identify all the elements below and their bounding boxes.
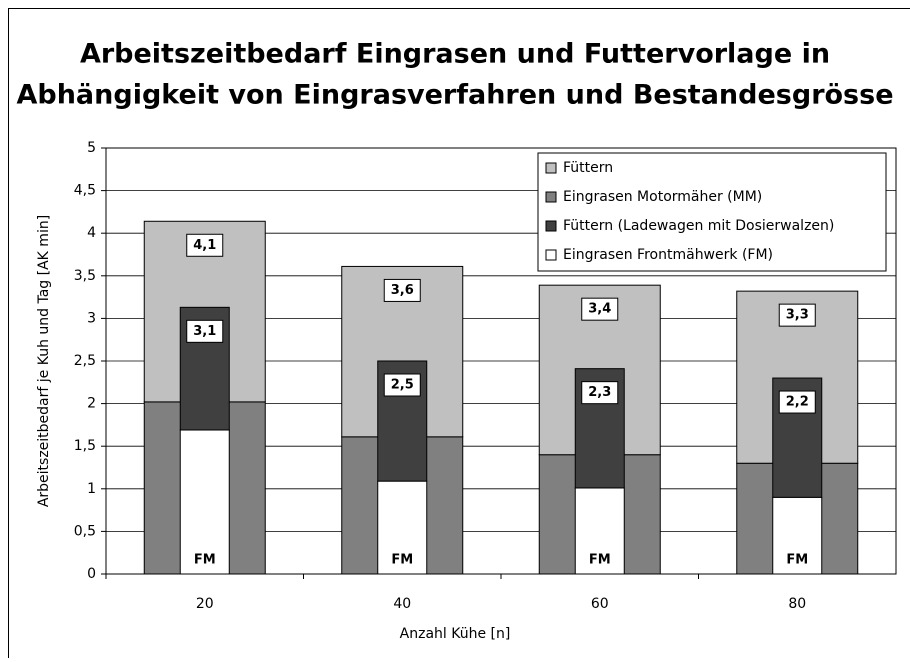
legend-swatch <box>546 250 556 260</box>
bar-label: FM <box>194 553 216 568</box>
y-tick-label: 2,5 <box>74 353 96 369</box>
legend-label: Eingrasen Motormäher (MM) <box>563 189 762 205</box>
y-tick-label: 0 <box>87 566 96 582</box>
y-tick-label: 1,5 <box>74 438 96 454</box>
legend-swatch <box>546 163 556 173</box>
y-tick-label: 5 <box>87 140 96 156</box>
x-tick-label: 80 <box>788 596 806 612</box>
stack-label: 3,6 <box>391 283 414 298</box>
y-tick-label: 4 <box>87 225 96 241</box>
x-tick-label: 60 <box>591 596 609 612</box>
y-tick-label: 1 <box>87 481 96 497</box>
y-tick-label: 3 <box>87 310 96 326</box>
chart-title: Abhängigkeit von Eingrasverfahren und Be… <box>16 80 893 111</box>
bar-label: FM <box>786 553 808 568</box>
stack-label: 2,3 <box>588 385 611 400</box>
stack-label: 3,4 <box>588 302 611 317</box>
stack-label: 2,5 <box>391 378 414 393</box>
x-tick-label: 40 <box>393 596 411 612</box>
bar-label: FM <box>589 553 611 568</box>
legend-swatch <box>546 221 556 231</box>
stack-label: 4,1 <box>193 238 216 253</box>
y-tick-label: 4,5 <box>74 183 96 199</box>
chart-title: Arbeitszeitbedarf Eingrasen und Futtervo… <box>80 39 830 70</box>
y-tick-label: 3,5 <box>74 268 96 284</box>
stack-label: 3,3 <box>786 308 809 323</box>
stack-label: 3,1 <box>193 324 216 339</box>
legend-label: Füttern (Ladewagen mit Dosierwalzen) <box>563 218 834 234</box>
stack-label: 2,2 <box>786 395 809 410</box>
y-axis-label: Arbeitszeitbedarf je Kuh und Tag [AK min… <box>36 215 52 507</box>
legend-label: Füttern <box>563 160 613 176</box>
x-tick-label: 20 <box>196 596 214 612</box>
legend-label: Eingrasen Frontmähwerk (FM) <box>563 247 773 263</box>
y-tick-label: 0,5 <box>74 523 96 539</box>
legend-swatch <box>546 192 556 202</box>
x-axis-label: Anzahl Kühe [n] <box>400 626 511 642</box>
y-tick-label: 2 <box>87 396 96 412</box>
bar-label: FM <box>391 553 413 568</box>
